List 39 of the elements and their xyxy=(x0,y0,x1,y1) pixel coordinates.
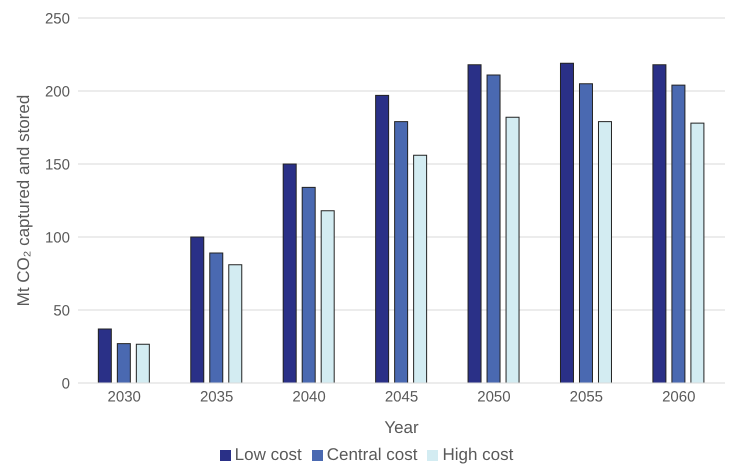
bar xyxy=(413,154,428,383)
x-tick-label: 2035 xyxy=(200,388,234,406)
x-tick-label: 2050 xyxy=(477,388,511,406)
bar xyxy=(282,164,297,383)
bar xyxy=(116,343,131,383)
bar xyxy=(560,62,574,383)
y-tick-label: 150 xyxy=(44,156,70,174)
bar xyxy=(486,74,501,383)
bar xyxy=(375,94,390,383)
bar xyxy=(506,116,520,383)
bar xyxy=(671,84,686,383)
bar xyxy=(302,186,316,383)
bar xyxy=(209,252,224,383)
x-axis-title: Year xyxy=(384,418,420,437)
bar xyxy=(190,236,204,383)
x-tick-label: 2055 xyxy=(570,388,604,406)
x-tick-label: 2030 xyxy=(108,388,141,406)
y-tick-label: 50 xyxy=(53,302,70,320)
x-tick-label: 2045 xyxy=(384,388,418,406)
bar xyxy=(320,210,335,383)
y-tick-label: 100 xyxy=(44,229,70,246)
bar xyxy=(468,64,482,383)
x-tick-label: 2040 xyxy=(292,388,326,406)
y-tick-label: 250 xyxy=(44,10,70,28)
legend-label: Low cost xyxy=(234,445,302,464)
bar xyxy=(228,264,242,383)
bar xyxy=(578,83,593,383)
y-tick-label: 0 xyxy=(62,375,70,392)
y-axis-title: Mt CO₂ captured and stored xyxy=(14,94,34,306)
bar xyxy=(394,121,408,383)
bar xyxy=(598,121,612,383)
bar xyxy=(98,328,112,383)
legend-label: Central cost xyxy=(326,445,418,464)
y-tick-label: 200 xyxy=(44,83,70,100)
bar xyxy=(136,344,150,383)
bar xyxy=(652,64,666,383)
legend-label: High cost xyxy=(442,445,514,464)
bar xyxy=(690,122,704,383)
x-tick-label: 2060 xyxy=(662,388,696,406)
